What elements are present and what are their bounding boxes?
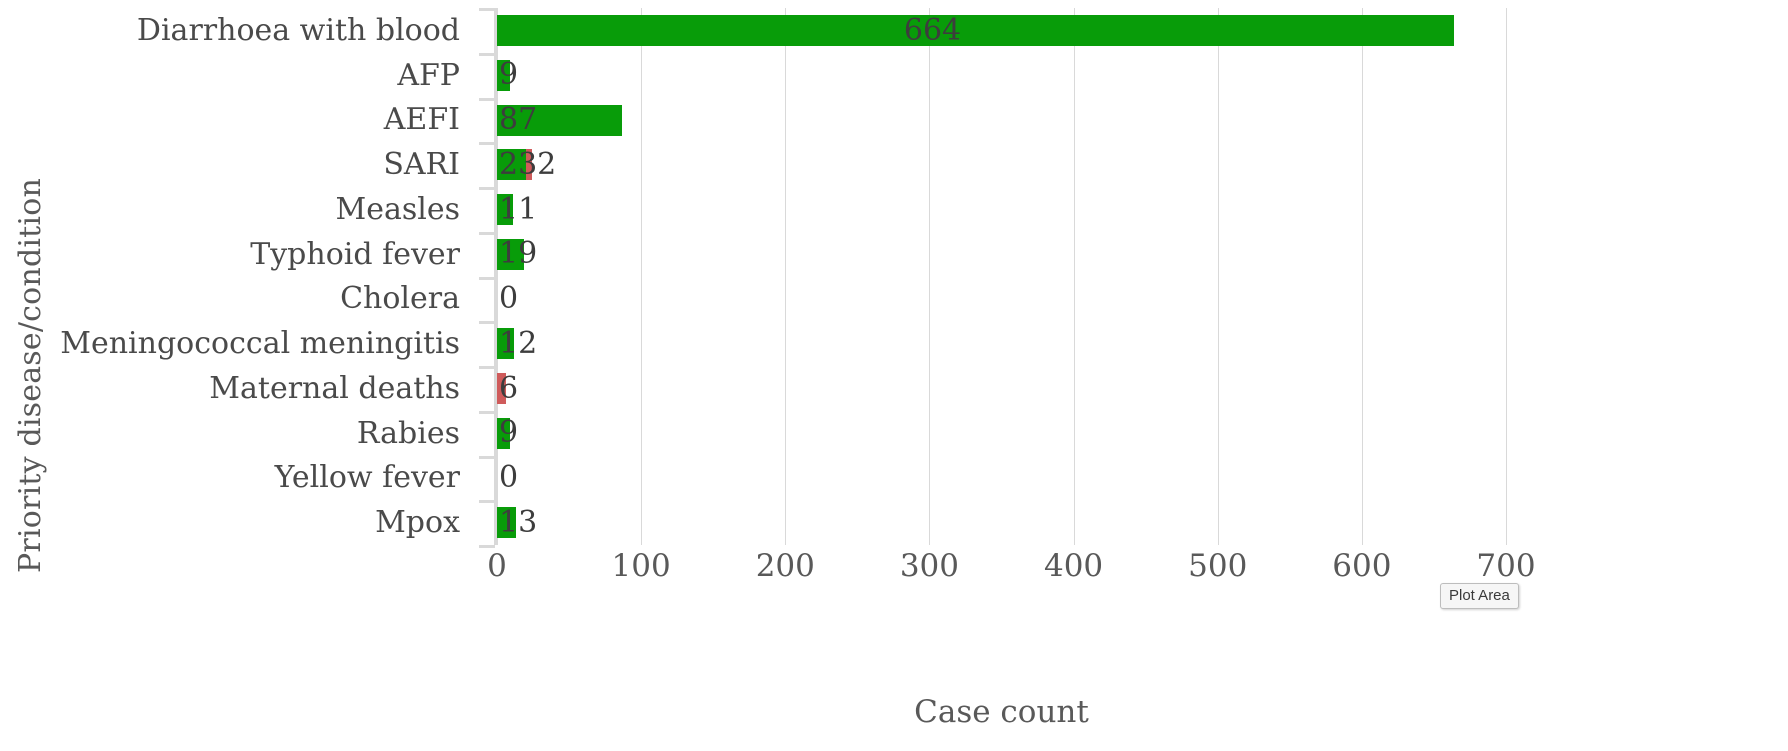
bar-row[interactable]: 9 — [497, 411, 1506, 456]
bar[interactable] — [497, 194, 513, 225]
bar-row[interactable]: 0 — [497, 277, 1506, 322]
bar-segment-cases[interactable] — [497, 194, 513, 225]
y-axis-tick — [479, 187, 495, 190]
y-tick-label: Typhoid fever — [250, 236, 460, 272]
x-tick-label: 300 — [899, 548, 960, 584]
y-tick-label: Mpox — [375, 505, 460, 541]
bar-segment-cases[interactable] — [497, 507, 516, 539]
bar-row[interactable]: 11 — [497, 187, 1506, 232]
y-tick-label: AFP — [397, 57, 460, 93]
gridline-500 — [1217, 8, 1219, 545]
plot-area-tooltip: Plot Area — [1440, 583, 1519, 610]
y-axis-tick — [479, 366, 495, 369]
x-tick-label: 600 — [1332, 548, 1392, 584]
bar-row[interactable]: 6 — [497, 366, 1506, 411]
y-axis-tick — [479, 410, 495, 414]
bar-row[interactable]: 19 — [497, 232, 1506, 277]
bar[interactable] — [497, 149, 532, 181]
y-axis-tick — [479, 8, 495, 11]
x-tick-label: 700 — [1476, 548, 1536, 584]
y-axis-tick — [479, 276, 495, 280]
bar[interactable] — [497, 15, 1455, 46]
y-tick-label: Maternal deaths — [209, 370, 460, 406]
y-axis-tick — [479, 97, 495, 101]
gridline-700 — [1506, 8, 1507, 545]
y-axis-tick — [479, 231, 495, 235]
y-axis-tick — [479, 142, 495, 146]
x-axis-title: Case count — [914, 694, 1089, 730]
gridline-200 — [785, 8, 787, 545]
bar-segment-deaths[interactable] — [525, 149, 532, 181]
bar[interactable] — [497, 238, 525, 270]
y-tick-label: Rabies — [356, 415, 460, 451]
bar-value-label: 0 — [499, 460, 519, 495]
bar-row[interactable]: 0 — [497, 456, 1506, 501]
y-axis-tick — [479, 545, 495, 548]
bar[interactable] — [497, 373, 506, 404]
bar-segment-cases[interactable] — [497, 328, 515, 360]
bar-segment-cases[interactable] — [497, 149, 526, 181]
bar-segment-cases[interactable] — [497, 104, 623, 136]
gridline-600 — [1361, 8, 1363, 545]
x-tick-label: 500 — [1188, 548, 1248, 584]
y-axis-tick — [479, 455, 495, 459]
y-axis-title: Priority disease/condition — [12, 178, 48, 573]
bar[interactable] — [497, 328, 515, 360]
bar-row[interactable]: 12 — [497, 321, 1506, 366]
y-tick-label: Yellow fever — [274, 460, 460, 496]
x-tick-label: 200 — [755, 548, 815, 584]
bar-segment-deaths[interactable] — [497, 373, 506, 404]
x-axis-tick-labels: 0 100 200 300 400 500 600 700 — [487, 548, 1535, 598]
y-axis-spine — [494, 8, 497, 545]
bar-row[interactable]: 232 — [497, 142, 1506, 187]
y-tick-label: SARI — [383, 147, 460, 183]
y-tick-label: Meningococcal meningitis — [60, 326, 460, 362]
y-axis-tick-labels: Diarrhoea with blood AFP AEFI SARI Measles Ty… — [60, 8, 478, 545]
bar-row[interactable]: 87 — [497, 98, 1506, 143]
bar-row[interactable]: 664 — [497, 8, 1506, 53]
gridline-400 — [1073, 8, 1075, 545]
bar[interactable] — [497, 59, 510, 91]
y-tick-label: AEFI — [383, 102, 460, 138]
plot-area[interactable]: 664 9 87 232 11 19 0 12 6 9 0 13 — [497, 8, 1507, 545]
bar-segment-cases[interactable] — [497, 238, 525, 270]
gridline-0 — [497, 8, 498, 545]
bar[interactable] — [497, 417, 510, 449]
gridlines — [497, 8, 1507, 545]
y-tick-label: Diarrhoea with blood — [136, 12, 460, 48]
y-tick-label: Cholera — [340, 281, 460, 317]
bar[interactable] — [497, 507, 516, 539]
bar-row[interactable]: 13 — [497, 500, 1506, 545]
y-axis-tick — [479, 321, 495, 325]
bar-segment-cases[interactable] — [497, 59, 510, 91]
bar-segment-cases[interactable] — [497, 417, 510, 449]
bar-segment-cases[interactable] — [497, 15, 1455, 46]
bar-row[interactable]: 9 — [497, 53, 1506, 98]
gridline-100 — [641, 8, 643, 545]
bar-value-label: 0 — [499, 281, 519, 316]
y-axis-tick — [479, 52, 495, 56]
x-tick-label: 0 — [487, 548, 507, 584]
x-tick-label: 400 — [1043, 548, 1104, 584]
y-tick-label: Measles — [335, 191, 461, 227]
bar[interactable] — [497, 104, 623, 136]
gridline-300 — [929, 8, 931, 545]
y-axis-tick — [479, 500, 495, 504]
x-tick-label: 100 — [611, 548, 671, 584]
